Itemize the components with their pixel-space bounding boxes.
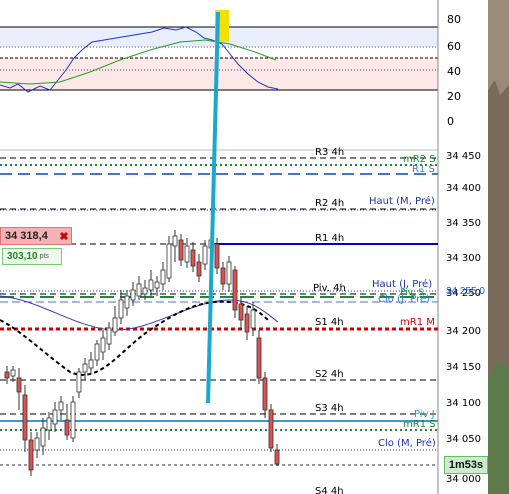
label-r1s: R1 S <box>412 164 435 175</box>
price-tick: 34 000 <box>446 474 481 485</box>
open-order-tag[interactable]: 34 318,4 ✖ <box>0 227 72 245</box>
candle-up <box>70 401 76 439</box>
candle-up <box>76 371 82 393</box>
osc-tick-20: 20 <box>447 90 461 103</box>
price-tick: 34 150 <box>446 362 481 373</box>
label-s3: S3 4h <box>315 403 344 414</box>
candle-down <box>268 409 274 449</box>
label-r1: R1 4h <box>315 233 344 244</box>
price-tick: 34 200 <box>446 326 481 337</box>
osc-tick-80: 80 <box>447 13 461 26</box>
candle-up <box>112 317 118 333</box>
candle-up <box>10 369 16 377</box>
candle-down <box>238 303 244 321</box>
label-clo-m: Clo (M, Pré) <box>378 437 436 449</box>
candle-down <box>22 394 28 441</box>
candle-down <box>28 439 34 471</box>
oscillator-slow-line <box>0 39 277 85</box>
candle-down <box>262 377 268 411</box>
label-s2: S2 4h <box>315 369 344 380</box>
candle-down <box>64 419 70 436</box>
candle-down <box>220 267 226 285</box>
label-mr1s: mR1 S <box>403 419 436 430</box>
label-piv-j: Piv J <box>414 409 435 420</box>
candle-down <box>196 261 202 277</box>
label-mr1m: mR1 M <box>400 317 435 328</box>
candle-down <box>214 243 220 269</box>
label-mr2s: mR2 S <box>403 154 436 165</box>
candle-up <box>136 283 142 297</box>
candle-up <box>160 269 166 285</box>
candle-up <box>52 409 58 425</box>
candle-up <box>58 401 64 411</box>
label-piv: Piv. 4h <box>313 283 346 294</box>
candle-down <box>16 377 22 393</box>
candle-down <box>232 269 238 311</box>
order-price: 34 318,4 <box>5 230 48 242</box>
label-haut-m: Haut (M, Pré) <box>369 195 435 207</box>
price-tick: 34 400 <box>446 183 481 194</box>
candle-up <box>40 427 46 447</box>
candle-up <box>94 343 100 361</box>
label-r2: R2 4h <box>315 198 344 209</box>
price-tick: 34 350 <box>446 218 481 229</box>
label-haut-j: Haut (J, Pré) <box>372 278 432 290</box>
candle-up <box>148 279 154 291</box>
osc-tick-60: 60 <box>447 40 461 53</box>
candle-up <box>46 417 52 431</box>
drawn-trend-line[interactable] <box>206 11 220 404</box>
candle-down <box>178 239 184 261</box>
candle-up <box>154 281 160 289</box>
label-piv-s: Piv. S <box>400 288 424 298</box>
candle-up <box>82 363 88 373</box>
price-tick: 34 300 <box>446 253 481 264</box>
price-tick: 34 450 <box>446 151 481 162</box>
candle-up <box>250 309 256 329</box>
oscillator-fast-line <box>0 26 279 93</box>
candle-up <box>34 437 40 451</box>
candle-up <box>202 245 208 265</box>
candle-up <box>184 245 190 263</box>
label-r3: R3 4h <box>315 147 344 158</box>
candle-up <box>118 299 124 319</box>
label-s4: S4 4h <box>315 486 344 494</box>
order-pnl-unit: pts <box>39 253 49 260</box>
candle-up <box>172 235 178 247</box>
candle-up <box>130 289 136 301</box>
current-price-tag: 34 255,0 <box>446 286 485 297</box>
osc-tick-40: 40 <box>447 65 461 78</box>
price-tick: 34 050 <box>446 434 481 445</box>
candle-up <box>124 295 130 309</box>
close-order-icon[interactable]: ✖ <box>59 230 69 243</box>
candle-up <box>226 261 232 285</box>
side-photo-foliage <box>488 360 509 494</box>
osc-tick-0: 0 <box>447 115 454 128</box>
moving-average-line <box>0 295 279 331</box>
candle-down <box>244 313 250 333</box>
dotted-average-line <box>0 300 271 376</box>
oscillator-oversold-zone <box>0 58 438 90</box>
price-tick: 34 100 <box>446 398 481 409</box>
candles-group <box>4 230 280 476</box>
candle-up <box>166 243 172 279</box>
order-pnl-value: 303,10 <box>7 251 38 262</box>
candle-up <box>142 287 148 295</box>
candle-up <box>100 337 106 353</box>
price-tick: 34 250 <box>446 288 481 299</box>
candle-up <box>88 359 94 369</box>
bar-countdown-timer: 1m53s <box>444 456 488 474</box>
order-pnl-tag: 303,10 pts <box>2 248 62 265</box>
candle-up <box>106 327 112 345</box>
candle-down <box>256 337 262 379</box>
candle-down <box>274 449 280 465</box>
label-s1: S1 4h <box>315 317 344 328</box>
label-clo-j: Clo (J, Pré) <box>378 293 430 305</box>
candle-down <box>190 249 196 267</box>
candle-down <box>4 371 10 379</box>
